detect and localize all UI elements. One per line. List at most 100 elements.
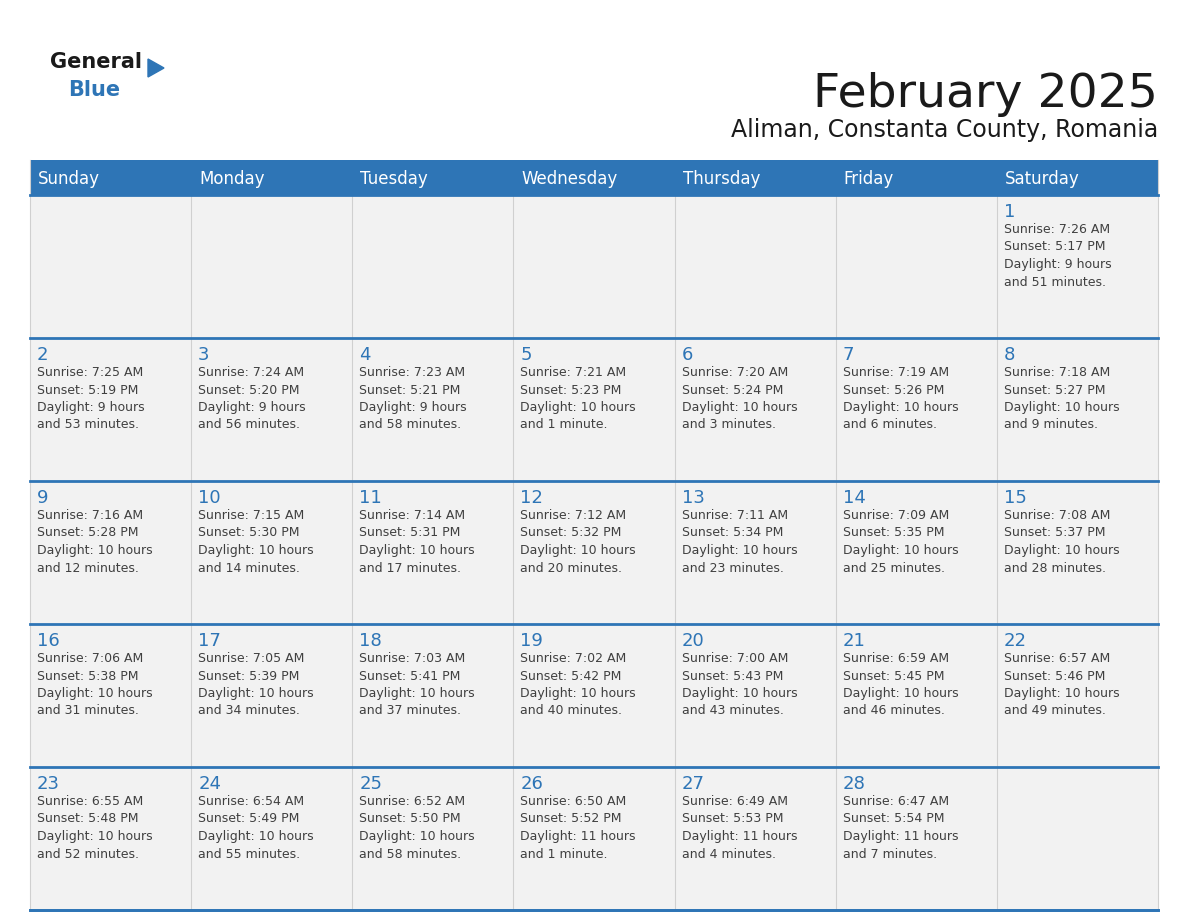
Text: February 2025: February 2025 — [813, 72, 1158, 117]
Text: Sunrise: 6:59 AM
Sunset: 5:45 PM
Daylight: 10 hours
and 46 minutes.: Sunrise: 6:59 AM Sunset: 5:45 PM Dayligh… — [842, 652, 959, 718]
Text: 25: 25 — [359, 775, 383, 793]
Text: Sunrise: 6:47 AM
Sunset: 5:54 PM
Daylight: 11 hours
and 7 minutes.: Sunrise: 6:47 AM Sunset: 5:54 PM Dayligh… — [842, 795, 959, 860]
Bar — [675, 767, 835, 910]
Text: Sunrise: 7:12 AM
Sunset: 5:32 PM
Daylight: 10 hours
and 20 minutes.: Sunrise: 7:12 AM Sunset: 5:32 PM Dayligh… — [520, 509, 636, 575]
Text: 24: 24 — [198, 775, 221, 793]
Text: 9: 9 — [37, 489, 49, 507]
Text: Sunrise: 7:06 AM
Sunset: 5:38 PM
Daylight: 10 hours
and 31 minutes.: Sunrise: 7:06 AM Sunset: 5:38 PM Dayligh… — [37, 652, 152, 718]
Bar — [997, 624, 1158, 767]
Bar — [353, 338, 513, 481]
Text: Sunrise: 7:25 AM
Sunset: 5:19 PM
Daylight: 9 hours
and 53 minutes.: Sunrise: 7:25 AM Sunset: 5:19 PM Dayligh… — [37, 366, 145, 431]
Text: Saturday: Saturday — [1005, 170, 1080, 187]
Text: Friday: Friday — [843, 170, 893, 187]
Bar — [997, 767, 1158, 910]
Bar — [675, 195, 835, 338]
Bar — [835, 624, 997, 767]
Text: Sunday: Sunday — [38, 170, 100, 187]
Text: Wednesday: Wednesday — [522, 170, 618, 187]
Bar — [835, 338, 997, 481]
Text: Blue: Blue — [68, 80, 120, 100]
Bar — [353, 624, 513, 767]
Text: Sunrise: 7:08 AM
Sunset: 5:37 PM
Daylight: 10 hours
and 28 minutes.: Sunrise: 7:08 AM Sunset: 5:37 PM Dayligh… — [1004, 509, 1119, 575]
Bar — [353, 481, 513, 624]
Text: Sunrise: 7:20 AM
Sunset: 5:24 PM
Daylight: 10 hours
and 3 minutes.: Sunrise: 7:20 AM Sunset: 5:24 PM Dayligh… — [682, 366, 797, 431]
Text: Sunrise: 7:14 AM
Sunset: 5:31 PM
Daylight: 10 hours
and 17 minutes.: Sunrise: 7:14 AM Sunset: 5:31 PM Dayligh… — [359, 509, 475, 575]
Text: Sunrise: 7:15 AM
Sunset: 5:30 PM
Daylight: 10 hours
and 14 minutes.: Sunrise: 7:15 AM Sunset: 5:30 PM Dayligh… — [198, 509, 314, 575]
Text: 21: 21 — [842, 632, 866, 650]
Polygon shape — [148, 59, 164, 77]
Text: 22: 22 — [1004, 632, 1026, 650]
Bar — [835, 767, 997, 910]
Text: 1: 1 — [1004, 203, 1016, 221]
Text: 19: 19 — [520, 632, 543, 650]
Bar — [353, 767, 513, 910]
Text: 27: 27 — [682, 775, 704, 793]
Bar — [191, 195, 353, 338]
Text: 2: 2 — [37, 346, 49, 364]
Text: Sunrise: 7:24 AM
Sunset: 5:20 PM
Daylight: 9 hours
and 56 minutes.: Sunrise: 7:24 AM Sunset: 5:20 PM Dayligh… — [198, 366, 305, 431]
Bar — [353, 195, 513, 338]
Text: Sunrise: 7:21 AM
Sunset: 5:23 PM
Daylight: 10 hours
and 1 minute.: Sunrise: 7:21 AM Sunset: 5:23 PM Dayligh… — [520, 366, 636, 431]
Text: Sunrise: 7:02 AM
Sunset: 5:42 PM
Daylight: 10 hours
and 40 minutes.: Sunrise: 7:02 AM Sunset: 5:42 PM Dayligh… — [520, 652, 636, 718]
Bar — [191, 767, 353, 910]
Text: General: General — [50, 52, 143, 72]
Bar — [30, 160, 1158, 195]
Text: 15: 15 — [1004, 489, 1026, 507]
Text: 8: 8 — [1004, 346, 1016, 364]
Text: 11: 11 — [359, 489, 383, 507]
Text: Monday: Monday — [200, 170, 265, 187]
Text: Tuesday: Tuesday — [360, 170, 428, 187]
Text: Sunrise: 7:18 AM
Sunset: 5:27 PM
Daylight: 10 hours
and 9 minutes.: Sunrise: 7:18 AM Sunset: 5:27 PM Dayligh… — [1004, 366, 1119, 431]
Text: Sunrise: 6:49 AM
Sunset: 5:53 PM
Daylight: 11 hours
and 4 minutes.: Sunrise: 6:49 AM Sunset: 5:53 PM Dayligh… — [682, 795, 797, 860]
Text: Sunrise: 6:57 AM
Sunset: 5:46 PM
Daylight: 10 hours
and 49 minutes.: Sunrise: 6:57 AM Sunset: 5:46 PM Dayligh… — [1004, 652, 1119, 718]
Bar — [513, 481, 675, 624]
Text: 26: 26 — [520, 775, 543, 793]
Text: 20: 20 — [682, 632, 704, 650]
Text: 23: 23 — [37, 775, 61, 793]
Text: 18: 18 — [359, 632, 383, 650]
Bar — [835, 195, 997, 338]
Bar — [30, 338, 191, 481]
Text: Sunrise: 7:26 AM
Sunset: 5:17 PM
Daylight: 9 hours
and 51 minutes.: Sunrise: 7:26 AM Sunset: 5:17 PM Dayligh… — [1004, 223, 1112, 288]
Text: Sunrise: 7:03 AM
Sunset: 5:41 PM
Daylight: 10 hours
and 37 minutes.: Sunrise: 7:03 AM Sunset: 5:41 PM Dayligh… — [359, 652, 475, 718]
Text: Sunrise: 6:55 AM
Sunset: 5:48 PM
Daylight: 10 hours
and 52 minutes.: Sunrise: 6:55 AM Sunset: 5:48 PM Dayligh… — [37, 795, 152, 860]
Bar — [30, 481, 191, 624]
Bar — [675, 481, 835, 624]
Text: 13: 13 — [682, 489, 704, 507]
Text: Sunrise: 7:23 AM
Sunset: 5:21 PM
Daylight: 9 hours
and 58 minutes.: Sunrise: 7:23 AM Sunset: 5:21 PM Dayligh… — [359, 366, 467, 431]
Text: 12: 12 — [520, 489, 543, 507]
Bar — [513, 195, 675, 338]
Text: 5: 5 — [520, 346, 532, 364]
Text: Sunrise: 6:54 AM
Sunset: 5:49 PM
Daylight: 10 hours
and 55 minutes.: Sunrise: 6:54 AM Sunset: 5:49 PM Dayligh… — [198, 795, 314, 860]
Bar — [513, 338, 675, 481]
Text: 6: 6 — [682, 346, 693, 364]
Bar — [835, 481, 997, 624]
Bar — [997, 195, 1158, 338]
Text: Sunrise: 7:19 AM
Sunset: 5:26 PM
Daylight: 10 hours
and 6 minutes.: Sunrise: 7:19 AM Sunset: 5:26 PM Dayligh… — [842, 366, 959, 431]
Bar — [191, 624, 353, 767]
Bar — [513, 767, 675, 910]
Text: Sunrise: 7:00 AM
Sunset: 5:43 PM
Daylight: 10 hours
and 43 minutes.: Sunrise: 7:00 AM Sunset: 5:43 PM Dayligh… — [682, 652, 797, 718]
Text: 4: 4 — [359, 346, 371, 364]
Text: Sunrise: 6:50 AM
Sunset: 5:52 PM
Daylight: 11 hours
and 1 minute.: Sunrise: 6:50 AM Sunset: 5:52 PM Dayligh… — [520, 795, 636, 860]
Bar — [997, 338, 1158, 481]
Text: Sunrise: 7:11 AM
Sunset: 5:34 PM
Daylight: 10 hours
and 23 minutes.: Sunrise: 7:11 AM Sunset: 5:34 PM Dayligh… — [682, 509, 797, 575]
Bar — [513, 624, 675, 767]
Text: Sunrise: 7:16 AM
Sunset: 5:28 PM
Daylight: 10 hours
and 12 minutes.: Sunrise: 7:16 AM Sunset: 5:28 PM Dayligh… — [37, 509, 152, 575]
Text: Sunrise: 7:05 AM
Sunset: 5:39 PM
Daylight: 10 hours
and 34 minutes.: Sunrise: 7:05 AM Sunset: 5:39 PM Dayligh… — [198, 652, 314, 718]
Text: 16: 16 — [37, 632, 59, 650]
Bar — [30, 624, 191, 767]
Bar — [997, 481, 1158, 624]
Bar — [675, 338, 835, 481]
Bar — [675, 624, 835, 767]
Text: Sunrise: 6:52 AM
Sunset: 5:50 PM
Daylight: 10 hours
and 58 minutes.: Sunrise: 6:52 AM Sunset: 5:50 PM Dayligh… — [359, 795, 475, 860]
Text: Sunrise: 7:09 AM
Sunset: 5:35 PM
Daylight: 10 hours
and 25 minutes.: Sunrise: 7:09 AM Sunset: 5:35 PM Dayligh… — [842, 509, 959, 575]
Text: 17: 17 — [198, 632, 221, 650]
Text: 10: 10 — [198, 489, 221, 507]
Text: Thursday: Thursday — [683, 170, 760, 187]
Bar — [191, 481, 353, 624]
Text: 28: 28 — [842, 775, 866, 793]
Text: 7: 7 — [842, 346, 854, 364]
Bar — [191, 338, 353, 481]
Text: 3: 3 — [198, 346, 209, 364]
